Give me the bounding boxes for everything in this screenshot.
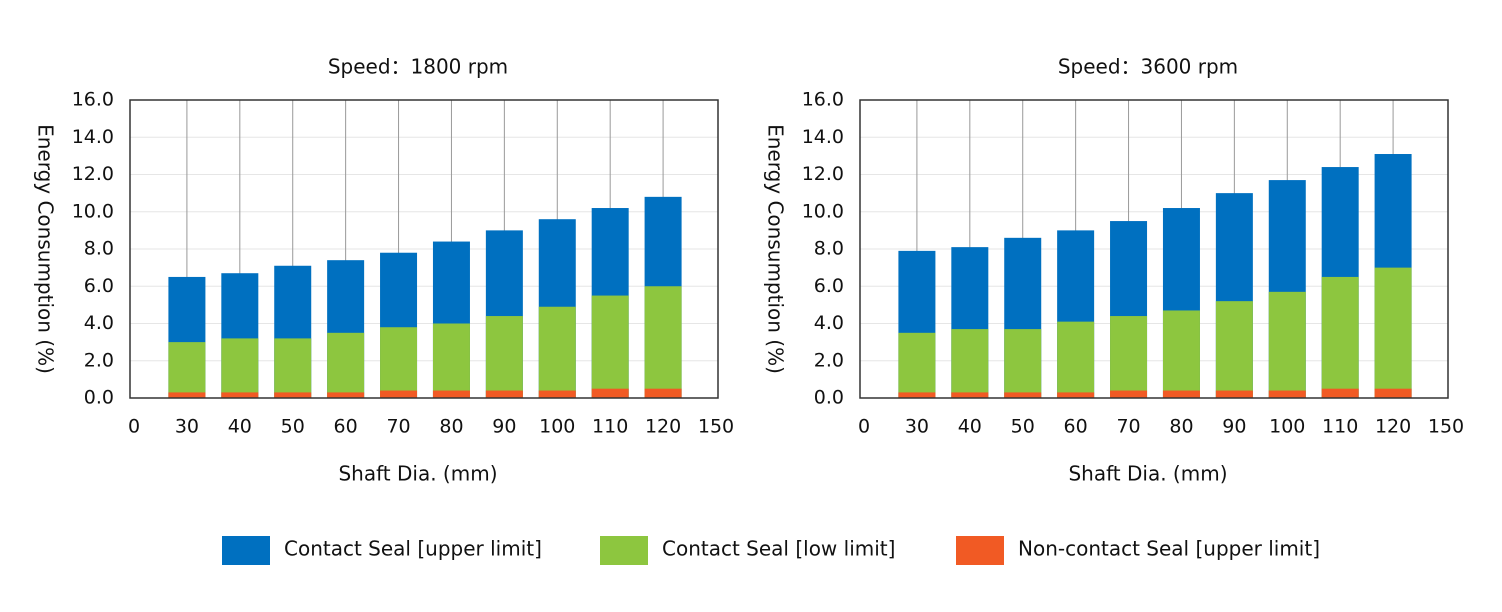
x-tick-label: 60 — [334, 416, 358, 438]
bar — [1215, 390, 1253, 398]
x-axis-title: Shaft Dia. (mm) — [1068, 462, 1227, 486]
bar — [1268, 390, 1306, 398]
bar — [274, 392, 312, 398]
bar — [1057, 392, 1095, 398]
bar — [380, 390, 418, 398]
bar — [538, 390, 576, 398]
x-tick-label: 80 — [439, 416, 463, 438]
y-tick-label: 8.0 — [814, 238, 844, 260]
bar — [432, 323, 470, 398]
bar — [1374, 388, 1412, 398]
x-tick-label: 120 — [1375, 416, 1411, 438]
bar — [951, 392, 989, 398]
bar — [591, 388, 629, 398]
y-tick-label: 2.0 — [84, 349, 114, 371]
y-tick-label: 12.0 — [72, 163, 114, 185]
x-tick-label: 60 — [1064, 416, 1088, 438]
bar — [1110, 390, 1148, 398]
y-tick-label: 10.0 — [72, 200, 114, 222]
x-tick-label: 0 — [128, 416, 140, 438]
bar — [898, 332, 936, 398]
y-tick-label: 14.0 — [72, 126, 114, 148]
legend-label: Non-contact Seal [upper limit] — [1018, 537, 1320, 561]
x-tick-label: 90 — [1222, 416, 1246, 438]
plot-frame — [129, 99, 719, 399]
y-tick-label: 4.0 — [814, 312, 844, 334]
bar — [485, 390, 523, 398]
bar — [1321, 276, 1359, 398]
chart-title: Speed：1800 rpm — [328, 55, 508, 79]
bar — [274, 338, 312, 398]
y-tick-label: 0.0 — [84, 387, 114, 409]
bar — [1374, 267, 1412, 398]
x-tick-label: 100 — [539, 416, 575, 438]
y-tick-label: 12.0 — [802, 163, 844, 185]
x-tick-label: 80 — [1169, 416, 1193, 438]
x-tick-label: 40 — [228, 416, 252, 438]
legend-swatch — [222, 536, 270, 565]
x-tick-label: 30 — [905, 416, 929, 438]
y-tick-label: 10.0 — [802, 200, 844, 222]
x-tick-label: 70 — [1116, 416, 1140, 438]
y-tick-label: 6.0 — [814, 275, 844, 297]
y-tick-label: 16.0 — [72, 89, 114, 111]
bar — [1004, 329, 1042, 398]
y-axis-title: Energy Consumption (%) — [764, 124, 788, 374]
x-tick-label: 30 — [175, 416, 199, 438]
y-tick-label: 6.0 — [84, 275, 114, 297]
bar — [380, 327, 418, 398]
plot-frame — [859, 99, 1449, 399]
bar — [951, 329, 989, 398]
bar — [168, 392, 206, 398]
legend-swatch — [600, 536, 648, 565]
bar — [1215, 301, 1253, 398]
y-tick-label: 0.0 — [814, 387, 844, 409]
x-tick-label: 50 — [1011, 416, 1035, 438]
y-tick-label: 4.0 — [84, 312, 114, 334]
bar — [1004, 392, 1042, 398]
bar — [1162, 310, 1200, 398]
bar — [221, 338, 259, 398]
x-tick-label: 150 — [698, 416, 734, 438]
bar — [1110, 316, 1148, 398]
y-tick-label: 16.0 — [802, 89, 844, 111]
chart-title: Speed：3600 rpm — [1058, 55, 1238, 79]
bar — [485, 316, 523, 398]
bar — [327, 392, 365, 398]
bar — [644, 286, 682, 398]
x-axis-title: Shaft Dia. (mm) — [338, 462, 497, 486]
x-tick-label: 100 — [1269, 416, 1305, 438]
legend-label: Contact Seal [upper limit] — [284, 537, 542, 561]
bar — [432, 390, 470, 398]
x-tick-label: 0 — [858, 416, 870, 438]
x-tick-label: 120 — [645, 416, 681, 438]
bar — [1321, 388, 1359, 398]
bar — [591, 295, 629, 398]
bar — [168, 342, 206, 398]
y-tick-label: 8.0 — [84, 238, 114, 260]
x-tick-label: 70 — [386, 416, 410, 438]
y-tick-label: 2.0 — [814, 349, 844, 371]
bar — [644, 388, 682, 398]
bar — [538, 306, 576, 398]
bar — [1057, 321, 1095, 398]
y-tick-label: 14.0 — [802, 126, 844, 148]
x-tick-label: 40 — [958, 416, 982, 438]
bar — [1162, 390, 1200, 398]
bar — [327, 332, 365, 398]
legend-swatch — [956, 536, 1004, 565]
legend-label: Contact Seal [low limit] — [662, 537, 895, 561]
y-axis-title: Energy Consumption (%) — [34, 124, 58, 374]
bar — [898, 392, 936, 398]
x-tick-label: 110 — [592, 416, 628, 438]
bar — [1268, 291, 1306, 398]
x-tick-label: 150 — [1428, 416, 1464, 438]
x-tick-label: 90 — [492, 416, 516, 438]
bar — [221, 392, 259, 398]
x-tick-label: 110 — [1322, 416, 1358, 438]
x-tick-label: 50 — [281, 416, 305, 438]
